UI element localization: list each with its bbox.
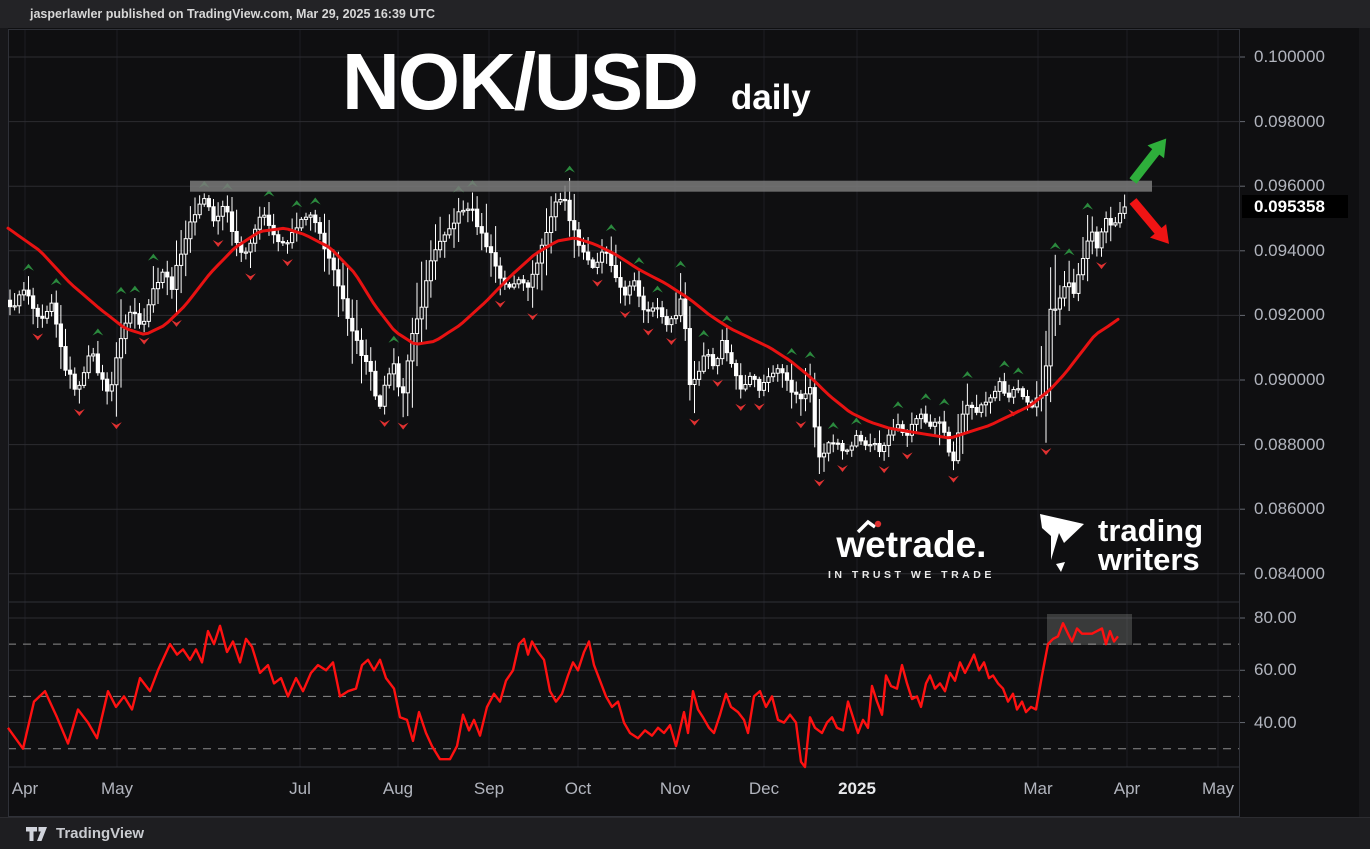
tradingwriters-text: trading writers bbox=[1098, 513, 1204, 578]
price-axis-label: 0.086000 bbox=[1254, 499, 1325, 519]
price-axis-label: 0.084000 bbox=[1254, 563, 1325, 583]
last-price-value: 0.095358 bbox=[1254, 197, 1325, 217]
time-axis-label: Apr bbox=[11, 779, 39, 798]
price-axis-label: 0.090000 bbox=[1254, 370, 1325, 389]
time-axis-label: May bbox=[100, 779, 134, 798]
time-axis-label: Jul bbox=[289, 779, 311, 798]
byline-text: jasperlawler published on TradingView.co… bbox=[30, 7, 436, 21]
wetrade-caret-icon bbox=[856, 519, 882, 534]
time-axis-label: May bbox=[1201, 779, 1235, 798]
resistance-zone-annotation[interactable] bbox=[190, 180, 1152, 192]
price-axis-label: 0.098000 bbox=[1254, 111, 1325, 131]
wetrade-logo-text: wetrade. bbox=[836, 524, 987, 565]
time-axis-label: 2025 bbox=[838, 779, 876, 798]
time-axis[interactable]: Apr May Jul Aug Sep Oct Nov Dec 2025 Mar Apr May bbox=[8, 767, 1240, 817]
price-axis-label: 0.088000 bbox=[1254, 434, 1325, 454]
tradingwriters-icon bbox=[1040, 514, 1084, 572]
time-axis-label: Aug bbox=[382, 779, 414, 798]
rsi-line bbox=[7, 622, 1119, 769]
tradingview-logo-icon bbox=[26, 826, 47, 841]
publish-header: jasperlawler published on TradingView.co… bbox=[0, 0, 1370, 28]
time-axis-label: Dec bbox=[748, 779, 780, 798]
time-axis-label: Mar bbox=[1023, 779, 1053, 798]
chart-title: NOK/USD daily bbox=[342, 40, 811, 124]
timeframe-title: daily bbox=[730, 78, 811, 117]
last-price-label: 0.095358 bbox=[1242, 195, 1348, 219]
time-axis-label: Apr bbox=[1113, 779, 1141, 798]
rsi-axis-label: 60.00 bbox=[1254, 660, 1297, 680]
price-axis-label: 0.096000 bbox=[1254, 176, 1325, 196]
price-axis[interactable]: 0.100000 0.098000 0.096000 0.094000 0.092000… bbox=[1240, 28, 1359, 817]
symbol-title: NOK/USD bbox=[342, 37, 699, 126]
price-axis-label: 0.094000 bbox=[1254, 240, 1325, 260]
footer-bar: TradingView bbox=[0, 817, 1370, 849]
time-axis-label: Oct bbox=[564, 779, 592, 798]
left-margin bbox=[0, 28, 8, 817]
bearish-arrow-annotation[interactable] bbox=[1125, 194, 1177, 250]
wetrade-tagline: IN TRUST WE TRADE bbox=[828, 569, 995, 581]
rsi-axis-label: 80.00 bbox=[1254, 608, 1297, 627]
moving-average-line bbox=[6, 226, 1120, 440]
tradingwriters-line2: writers bbox=[1098, 542, 1200, 578]
wetrade-watermark: wetrade. IN TRUST WE TRADE bbox=[828, 519, 995, 581]
bullish-arrow-annotation[interactable] bbox=[1125, 132, 1175, 187]
price-axis-label: 0.100000 bbox=[1254, 47, 1325, 66]
time-axis-label: Nov bbox=[659, 779, 691, 798]
price-axis-label: 0.092000 bbox=[1254, 305, 1325, 325]
tradingwriters-line1: trading bbox=[1098, 513, 1204, 548]
right-margin bbox=[1359, 28, 1370, 817]
tradingview-brand: TradingView bbox=[56, 825, 145, 842]
tradingwriters-watermark: trading writers bbox=[1038, 512, 1204, 578]
rsi-axis-label: 40.00 bbox=[1254, 712, 1297, 732]
time-axis-label: Sep bbox=[473, 779, 505, 798]
